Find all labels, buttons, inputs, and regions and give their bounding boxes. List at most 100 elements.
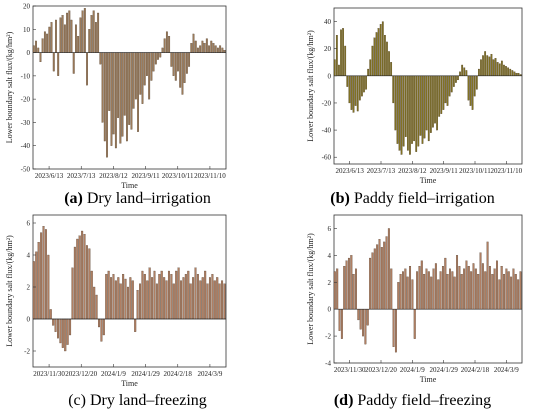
bar	[54, 318, 57, 332]
bar	[99, 52, 102, 65]
bar	[348, 75, 351, 104]
bar	[175, 270, 178, 320]
x-axis-label: Time	[121, 181, 138, 190]
bar	[194, 267, 197, 320]
bar	[37, 242, 40, 320]
y-tick-label: 0	[27, 316, 31, 324]
bar	[121, 52, 124, 137]
bar	[83, 8, 86, 53]
bar	[358, 75, 361, 101]
bar	[49, 309, 52, 320]
bar	[510, 276, 513, 310]
bar	[344, 45, 347, 76]
y-tick-label: 4	[328, 252, 332, 260]
bar	[122, 274, 125, 320]
x-tick-label: 2023/12/20	[365, 366, 397, 374]
bar	[39, 52, 42, 63]
bar	[221, 47, 224, 53]
bar	[187, 270, 190, 320]
bar	[503, 64, 505, 76]
bar	[441, 266, 444, 310]
bar	[71, 267, 74, 320]
bar	[484, 271, 487, 310]
bar	[437, 279, 440, 310]
bar	[452, 75, 455, 87]
bar	[194, 40, 197, 53]
bar	[446, 75, 449, 106]
bar	[57, 318, 59, 339]
bar	[425, 75, 428, 131]
chart-panel-b: 40 20 0 -20 -40 -60 2023/6/13 2023/7/13 2023/8/1…	[275, 0, 550, 207]
bar	[78, 235, 81, 320]
x-axis-label: Time	[121, 379, 138, 388]
x-tick-label: 2023/11/10	[194, 172, 226, 180]
bar	[453, 276, 456, 310]
bar	[413, 309, 416, 339]
bar	[465, 70, 468, 76]
bar	[384, 35, 386, 76]
bar	[463, 67, 466, 76]
bar	[457, 75, 459, 81]
y-axis-label: Lower boundary salt flux/(kg/hm²)	[306, 233, 315, 345]
bar	[430, 276, 433, 310]
bar	[63, 24, 66, 53]
bar	[101, 52, 104, 123]
bar	[37, 47, 40, 53]
bar	[371, 252, 374, 310]
bar	[369, 257, 372, 310]
bar	[478, 68, 480, 76]
bar	[386, 41, 388, 76]
bar	[81, 10, 84, 53]
bar	[157, 52, 159, 60]
bar	[177, 267, 180, 320]
bar	[377, 28, 380, 76]
bar	[216, 277, 219, 320]
bar	[129, 277, 132, 320]
bar	[75, 24, 77, 53]
bar	[388, 51, 390, 76]
bar	[172, 52, 175, 76]
plot-frame	[333, 7, 523, 165]
bar	[90, 15, 93, 53]
y-tick-label: -20	[21, 96, 31, 104]
chart-panel-a: 20 10 0 -10 -20 -30 -40 -50 2023/6/13 2023/7/13 20…	[0, 0, 275, 207]
bar	[392, 75, 395, 104]
y-tick-label: 0	[328, 72, 332, 80]
bar	[512, 268, 515, 310]
bar	[347, 257, 350, 310]
bar	[413, 75, 416, 142]
bar	[168, 36, 171, 53]
bar	[70, 19, 73, 53]
bar	[106, 52, 108, 158]
bar	[418, 266, 421, 310]
bar	[350, 75, 353, 110]
bar	[509, 68, 512, 76]
bar	[50, 22, 53, 53]
bar	[223, 283, 226, 320]
bar	[415, 75, 418, 152]
bar	[35, 40, 37, 53]
bar	[83, 234, 86, 320]
bar	[357, 309, 360, 321]
bar	[206, 283, 209, 320]
x-axis-label: Time	[420, 176, 437, 185]
bar	[105, 274, 108, 320]
bar	[467, 266, 470, 310]
bar	[114, 52, 117, 149]
bar	[119, 52, 122, 144]
bar	[212, 43, 215, 53]
chart-c-caption: (c) Dry land–freezing	[68, 392, 207, 409]
y-tick-label: 40	[324, 18, 332, 26]
bar	[456, 255, 459, 310]
bar	[217, 47, 219, 53]
bar	[519, 271, 522, 310]
bar	[406, 276, 409, 310]
bar	[55, 19, 57, 53]
bar	[481, 263, 484, 310]
y-tick-label: -2	[325, 333, 331, 341]
bar	[474, 268, 477, 310]
bar	[380, 247, 383, 310]
bar	[73, 246, 76, 320]
x-tick-label: 2023/12/20	[65, 370, 97, 378]
